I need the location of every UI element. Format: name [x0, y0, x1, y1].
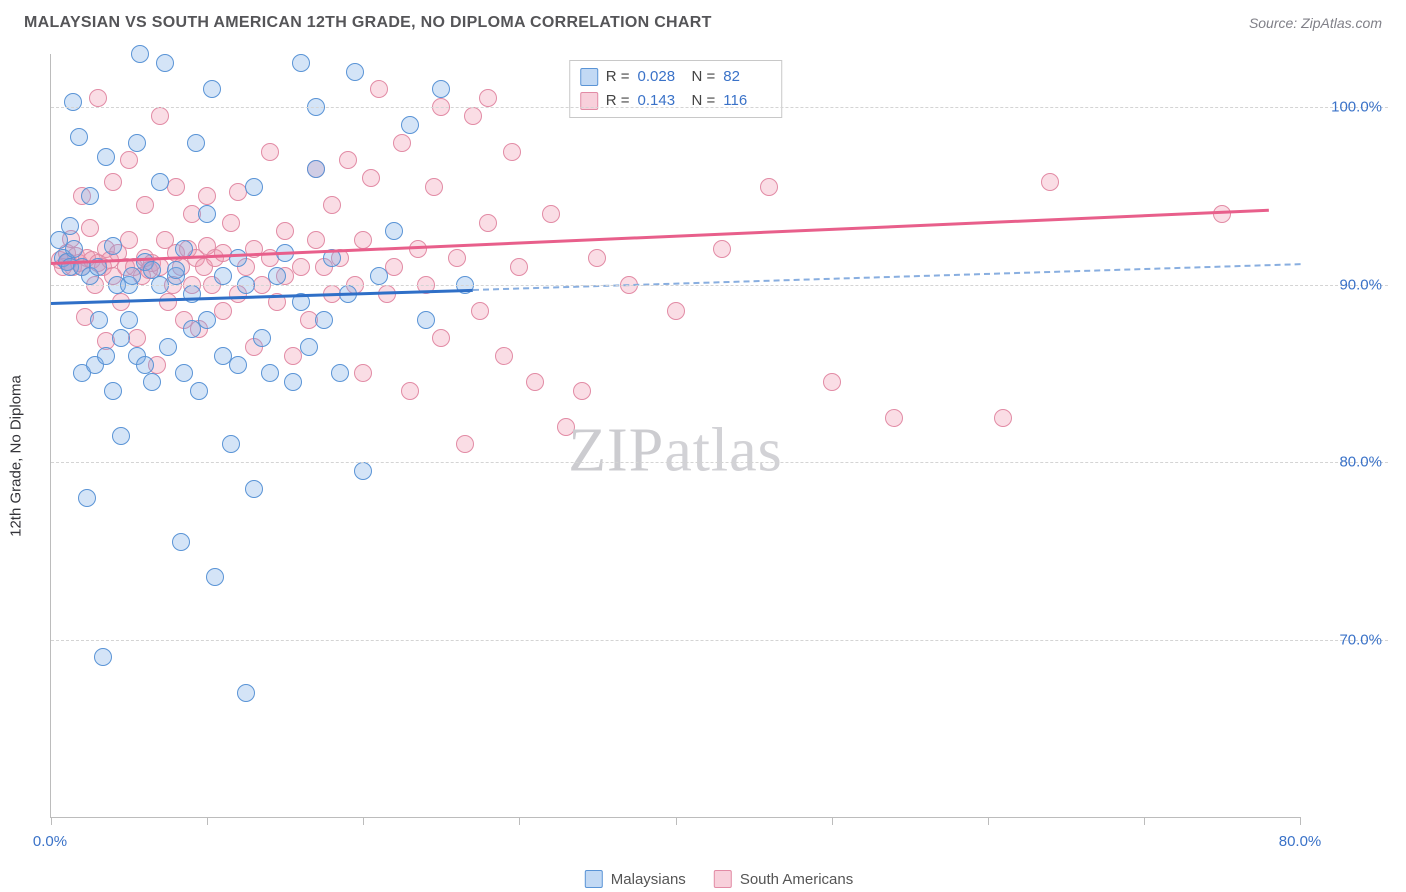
chart-container: 12th Grade, No Diploma ZIPatlas R = 0.02…: [50, 54, 1388, 858]
x-tick-label: 80.0%: [1279, 833, 1322, 850]
stat-label: R =: [606, 89, 630, 113]
legend-item-b: South Americans: [714, 870, 853, 888]
trend-line: [51, 208, 1269, 264]
swatch-b-icon: [714, 870, 732, 888]
stat-value: 116: [723, 89, 769, 113]
y-tick-label: 90.0%: [1339, 276, 1382, 293]
stats-row-a: R = 0.028 N = 82: [580, 65, 770, 89]
legend-label: South Americans: [740, 871, 853, 888]
stat-label: N =: [692, 65, 716, 89]
x-tick: [1300, 817, 1301, 825]
stat-label: R =: [606, 65, 630, 89]
series-legend: Malaysians South Americans: [585, 870, 853, 888]
stat-value: 0.143: [638, 89, 684, 113]
source-attribution: Source: ZipAtlas.com: [1249, 15, 1382, 31]
chart-header: MALAYSIAN VS SOUTH AMERICAN 12TH GRADE, …: [0, 0, 1406, 42]
legend-item-a: Malaysians: [585, 870, 686, 888]
y-axis-labels: 70.0% 80.0% 90.0% 100.0%: [1300, 54, 1388, 818]
legend-label: Malaysians: [611, 871, 686, 888]
y-axis-title: 12th Grade, No Diploma: [8, 375, 25, 537]
stat-value: 82: [723, 65, 769, 89]
swatch-a-icon: [585, 870, 603, 888]
gridline: [51, 640, 1388, 641]
x-tick-label: 0.0%: [33, 833, 67, 850]
swatch-a-icon: [580, 68, 598, 86]
plot-area: ZIPatlas R = 0.028 N = 82 R = 0.143 N = …: [50, 54, 1300, 818]
trend-lines: [51, 54, 1300, 817]
stats-row-b: R = 0.143 N = 116: [580, 89, 770, 113]
gridline: [51, 285, 1388, 286]
trend-line: [51, 289, 473, 305]
y-tick-label: 100.0%: [1331, 99, 1382, 116]
gridline: [51, 107, 1388, 108]
stat-label: N =: [692, 89, 716, 113]
stats-legend: R = 0.028 N = 82 R = 0.143 N = 116: [569, 60, 783, 118]
x-axis-labels: 0.0%80.0%: [50, 818, 1300, 858]
stat-value: 0.028: [638, 65, 684, 89]
y-tick-label: 70.0%: [1339, 631, 1382, 648]
trend-line: [473, 263, 1301, 291]
gridline: [51, 462, 1388, 463]
chart-title: MALAYSIAN VS SOUTH AMERICAN 12TH GRADE, …: [24, 14, 712, 32]
y-tick-label: 80.0%: [1339, 454, 1382, 471]
